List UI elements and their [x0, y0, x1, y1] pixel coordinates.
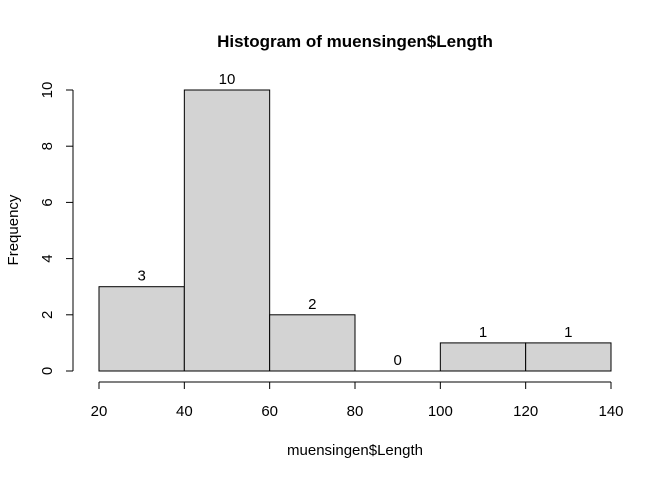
- x-tick-label-5: 120: [513, 403, 538, 420]
- x-tick-label-3: 80: [347, 403, 364, 420]
- x-axis-label: muensingen$Length: [287, 442, 423, 459]
- y-tick-label-1: 2: [39, 311, 56, 319]
- bars-group: [98, 89, 612, 372]
- y-tick-label-5: 10: [39, 82, 56, 99]
- histogram-bar-2: [269, 314, 356, 372]
- x-tick-label-1: 40: [176, 403, 193, 420]
- bar-count-label-5: 1: [564, 324, 572, 341]
- y-tick-label-3: 6: [39, 198, 56, 206]
- chart-title: Histogram of muensingen$Length: [217, 32, 493, 51]
- x-tick-label-4: 100: [428, 403, 453, 420]
- y-tick-label-4: 8: [39, 142, 56, 150]
- histogram-bar-5: [525, 342, 612, 372]
- x-tick-label-2: 60: [261, 403, 278, 420]
- y-axis: 0 2 4 6 8 10: [39, 82, 74, 375]
- bar-count-label-0: 3: [137, 268, 145, 285]
- bar-count-label-1: 10: [219, 71, 236, 88]
- bar-count-label-4: 1: [479, 324, 487, 341]
- x-tick-label-6: 140: [598, 403, 623, 420]
- histogram-bar-4: [439, 342, 527, 372]
- x-tick-label-0: 20: [91, 403, 108, 420]
- bar-count-label-3: 0: [393, 352, 401, 369]
- y-axis-label: Frequency: [5, 194, 22, 265]
- histogram-bar-1: [183, 89, 271, 372]
- histogram-bar-0: [98, 286, 185, 372]
- x-axis: 20 40 60 80 100 120 140: [91, 381, 624, 420]
- y-tick-label-0: 0: [39, 367, 56, 375]
- bar-count-label-2: 2: [308, 296, 316, 313]
- data-labels-group: 3 10 2 0 1 1: [137, 71, 572, 369]
- y-tick-label-2: 4: [39, 254, 56, 262]
